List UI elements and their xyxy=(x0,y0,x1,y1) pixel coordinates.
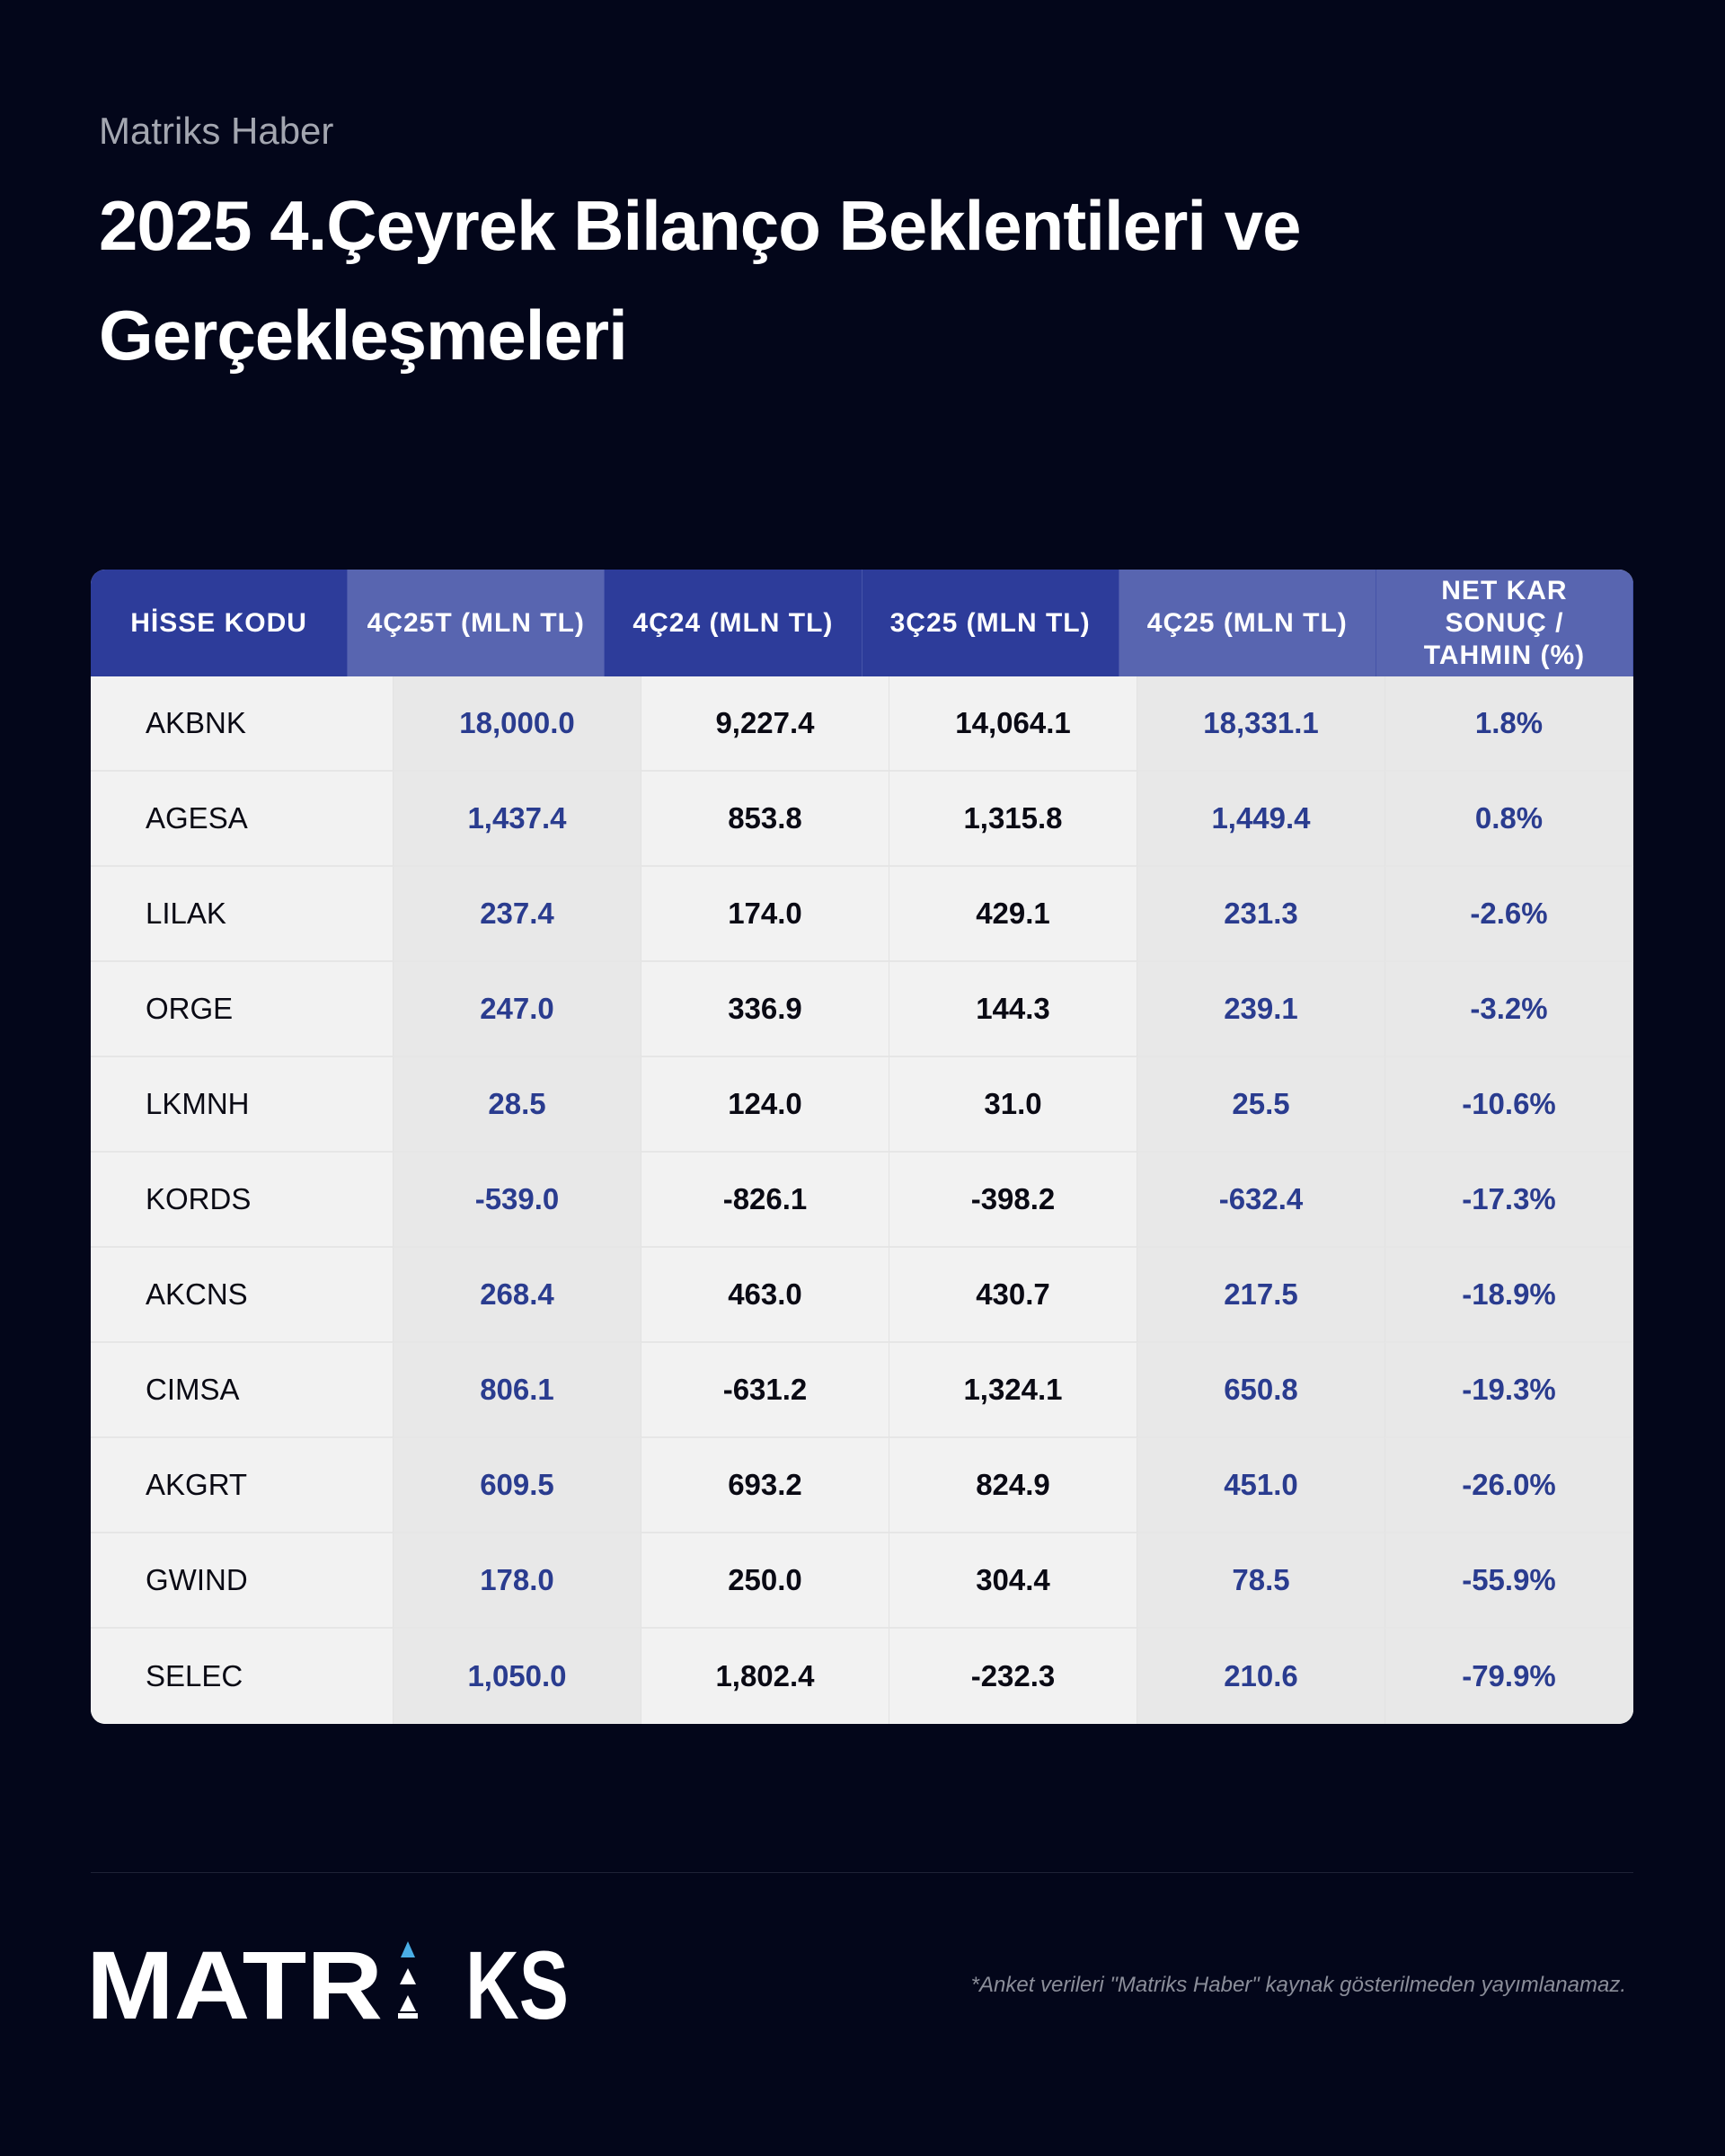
value-cell: -79.9% xyxy=(1385,1629,1633,1724)
earnings-table: HİSSE KODU 4Ç25T (MLN TL) 4Ç24 (MLN TL) 3Ç2… xyxy=(91,570,1633,1724)
stock-code-cell: AKGRT xyxy=(91,1438,394,1533)
value-cell: 609.5 xyxy=(394,1438,641,1533)
table-row: AGESA 1,437.4 853.8 1,315.8 1,449.4 0.8% xyxy=(91,772,1633,867)
value-cell: 237.4 xyxy=(394,867,641,962)
value-cell: 806.1 xyxy=(394,1343,641,1438)
value-cell: 78.5 xyxy=(1137,1533,1385,1629)
value-cell: 28.5 xyxy=(394,1057,641,1153)
table-row: LILAK 237.4 174.0 429.1 231.3 -2.6% xyxy=(91,867,1633,962)
value-cell: 853.8 xyxy=(641,772,889,867)
svg-text:MATR: MATR xyxy=(90,1936,383,2021)
page-title: 2025 4.Çeyrek Bilanço Beklentileri ve Ge… xyxy=(99,186,1301,375)
column-header: 4Ç25 (MLN TL) xyxy=(1119,570,1376,676)
value-cell: 18,331.1 xyxy=(1137,676,1385,772)
table-row: SELEC 1,050.0 1,802.4 -232.3 210.6 -79.9% xyxy=(91,1629,1633,1724)
table-row: GWIND 178.0 250.0 304.4 78.5 -55.9% xyxy=(91,1533,1633,1629)
value-cell: 463.0 xyxy=(641,1248,889,1343)
value-cell: 31.0 xyxy=(889,1057,1137,1153)
column-header: 3Ç25 (MLN TL) xyxy=(862,570,1119,676)
value-cell: 14,064.1 xyxy=(889,676,1137,772)
stock-code-cell: AKBNK xyxy=(91,676,394,772)
source-label: Matriks Haber xyxy=(99,110,334,152)
stock-code-cell: ORGE xyxy=(91,962,394,1057)
value-cell: 0.8% xyxy=(1385,772,1633,867)
footnote: *Anket verileri "Matriks Haber" kaynak g… xyxy=(970,1973,1626,1997)
value-cell: -2.6% xyxy=(1385,867,1633,962)
stock-code-cell: LILAK xyxy=(91,867,394,962)
value-cell: 304.4 xyxy=(889,1533,1137,1629)
value-cell: 247.0 xyxy=(394,962,641,1057)
table-row: CIMSA 806.1 -631.2 1,324.1 650.8 -19.3% xyxy=(91,1343,1633,1438)
value-cell: 824.9 xyxy=(889,1438,1137,1533)
value-cell: 1,437.4 xyxy=(394,772,641,867)
value-cell: 9,227.4 xyxy=(641,676,889,772)
value-cell: -26.0% xyxy=(1385,1438,1633,1533)
value-cell: 268.4 xyxy=(394,1248,641,1343)
value-cell: 1,802.4 xyxy=(641,1629,889,1724)
column-header: HİSSE KODU xyxy=(91,570,349,676)
table-row: AKGRT 609.5 693.2 824.9 451.0 -26.0% xyxy=(91,1438,1633,1533)
value-cell: -539.0 xyxy=(394,1153,641,1248)
matriks-logo: MATR KS xyxy=(86,1931,569,2039)
value-cell: -631.2 xyxy=(641,1343,889,1438)
value-cell: -18.9% xyxy=(1385,1248,1633,1343)
value-cell: 18,000.0 xyxy=(394,676,641,772)
value-cell: -19.3% xyxy=(1385,1343,1633,1438)
value-cell: 217.5 xyxy=(1137,1248,1385,1343)
table-row: ORGE 247.0 336.9 144.3 239.1 -3.2% xyxy=(91,962,1633,1057)
value-cell: 1,324.1 xyxy=(889,1343,1137,1438)
value-cell: 144.3 xyxy=(889,962,1137,1057)
value-cell: 210.6 xyxy=(1137,1629,1385,1724)
stock-code-cell: SELEC xyxy=(91,1629,394,1724)
value-cell: 1,315.8 xyxy=(889,772,1137,867)
table-row: LKMNH 28.5 124.0 31.0 25.5 -10.6% xyxy=(91,1057,1633,1153)
value-cell: 1.8% xyxy=(1385,676,1633,772)
value-cell: 1,449.4 xyxy=(1137,772,1385,867)
value-cell: 429.1 xyxy=(889,867,1137,962)
value-cell: 124.0 xyxy=(641,1057,889,1153)
value-cell: 231.3 xyxy=(1137,867,1385,962)
table-row: AKBNK 18,000.0 9,227.4 14,064.1 18,331.1 1.8% xyxy=(91,676,1633,772)
table-body: AKBNK 18,000.0 9,227.4 14,064.1 18,331.1 1.8%… xyxy=(91,676,1633,1724)
value-cell: 1,050.0 xyxy=(394,1629,641,1724)
value-cell: -3.2% xyxy=(1385,962,1633,1057)
value-cell: -10.6% xyxy=(1385,1057,1633,1153)
value-cell: -826.1 xyxy=(641,1153,889,1248)
table-row: KORDS -539.0 -826.1 -398.2 -632.4 -17.3% xyxy=(91,1153,1633,1248)
table-row: AKCNS 268.4 463.0 430.7 217.5 -18.9% xyxy=(91,1248,1633,1343)
column-header: 4Ç25T (MLN TL) xyxy=(348,570,606,676)
value-cell: 693.2 xyxy=(641,1438,889,1533)
stock-code-cell: KORDS xyxy=(91,1153,394,1248)
value-cell: -17.3% xyxy=(1385,1153,1633,1248)
value-cell: 250.0 xyxy=(641,1533,889,1629)
value-cell: -232.3 xyxy=(889,1629,1137,1724)
value-cell: 430.7 xyxy=(889,1248,1137,1343)
value-cell: 25.5 xyxy=(1137,1057,1385,1153)
stock-code-cell: AKCNS xyxy=(91,1248,394,1343)
stock-code-cell: CIMSA xyxy=(91,1343,394,1438)
value-cell: 451.0 xyxy=(1137,1438,1385,1533)
table-header: HİSSE KODU 4Ç25T (MLN TL) 4Ç24 (MLN TL) 3Ç2… xyxy=(91,570,1633,676)
stock-code-cell: LKMNH xyxy=(91,1057,394,1153)
value-cell: 178.0 xyxy=(394,1533,641,1629)
svg-text:KS: KS xyxy=(465,1936,566,2021)
value-cell: 650.8 xyxy=(1137,1343,1385,1438)
value-cell: 239.1 xyxy=(1137,962,1385,1057)
value-cell: 336.9 xyxy=(641,962,889,1057)
value-cell: -55.9% xyxy=(1385,1533,1633,1629)
stock-code-cell: AGESA xyxy=(91,772,394,867)
divider xyxy=(91,1872,1633,1873)
value-cell: -398.2 xyxy=(889,1153,1137,1248)
column-header: NET KAR SONUÇ / TAHMIN (%) xyxy=(1376,570,1633,676)
stock-code-cell: GWIND xyxy=(91,1533,394,1629)
value-cell: -632.4 xyxy=(1137,1153,1385,1248)
value-cell: 174.0 xyxy=(641,867,889,962)
column-header: 4Ç24 (MLN TL) xyxy=(605,570,862,676)
